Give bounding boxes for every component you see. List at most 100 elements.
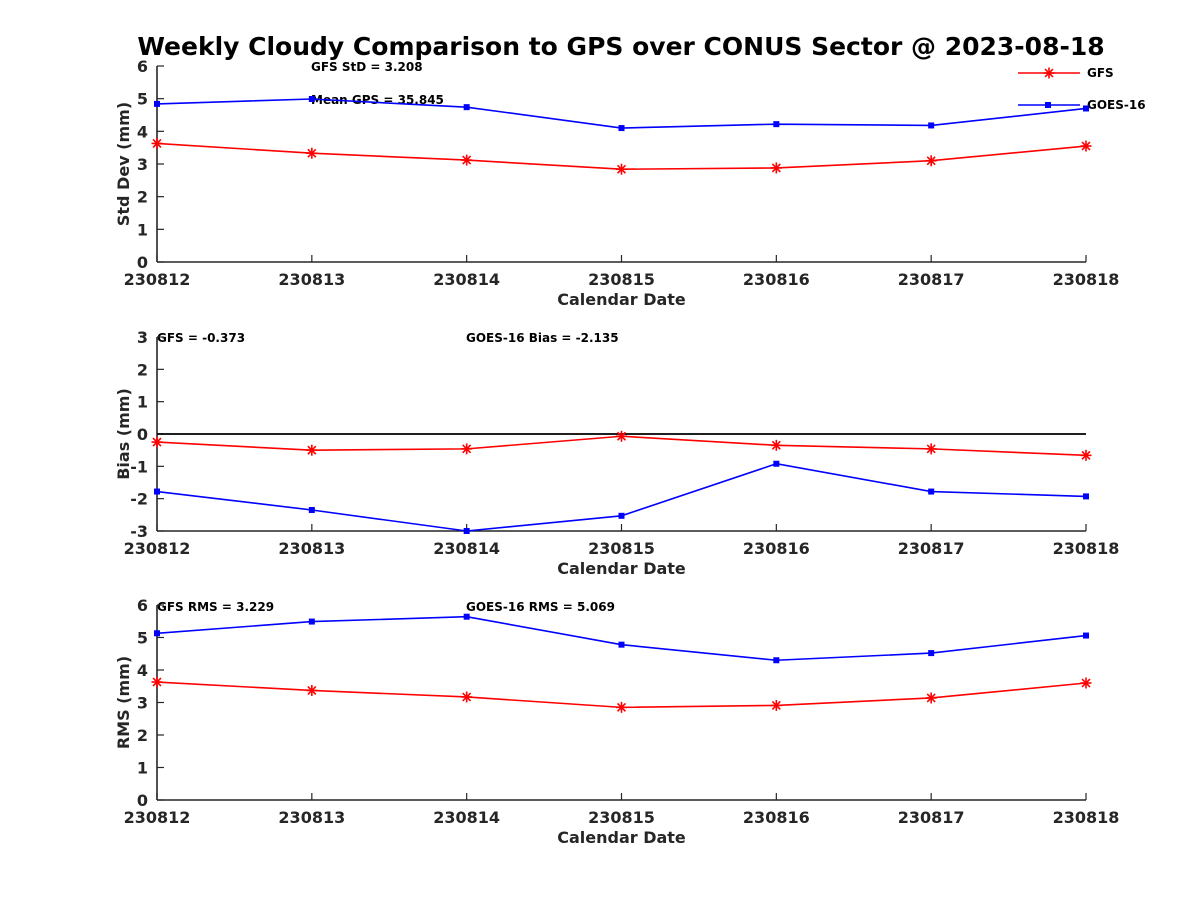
y-axis-label: Bias (mm) xyxy=(114,388,133,480)
series-line-goes16 xyxy=(156,615,1087,662)
series-goes16 xyxy=(154,95,1089,132)
data-point-goes16 xyxy=(618,512,625,519)
y-tick-label: 1 xyxy=(137,220,148,239)
y-tick-label: 2 xyxy=(137,188,148,207)
data-point-goes16 xyxy=(1083,632,1089,639)
y-tick-label: 2 xyxy=(137,360,148,379)
data-point-gfs xyxy=(616,701,627,713)
data-point-goes16 xyxy=(928,122,935,129)
series-gfs xyxy=(151,676,1092,713)
y-tick-label: 1 xyxy=(137,759,148,778)
data-point-gfs xyxy=(306,444,318,456)
data-point-goes16 xyxy=(308,95,315,102)
panel-2: -3 -2 -1 0 1 2 3 230812 230813 230814 230815 230816… xyxy=(114,328,1119,578)
data-point-gfs xyxy=(1080,449,1092,461)
x-axis-label: Calendar Date xyxy=(557,828,686,847)
data-point-gfs xyxy=(306,684,318,696)
x-tick-label: 230813 xyxy=(278,808,345,827)
x-tick-label: 230817 xyxy=(898,808,965,827)
series-line-goes16 xyxy=(156,98,1087,129)
series-line-goes16 xyxy=(156,462,1087,532)
data-point-goes16 xyxy=(154,488,160,495)
x-tick-label: 230816 xyxy=(743,539,810,558)
series-goes16 xyxy=(154,613,1089,664)
data-point-goes16 xyxy=(618,125,625,132)
panel-1: 0 1 2 3 4 5 6 230812 230813 230814 230815 230816 230… xyxy=(114,57,1119,309)
data-point-goes16 xyxy=(928,488,935,495)
y-tick-label: -1 xyxy=(130,457,148,476)
y-axis-label: Std Dev (mm) xyxy=(114,102,133,226)
y-tick-label: 5 xyxy=(137,629,148,648)
y-tick-label: -3 xyxy=(130,522,148,541)
y-tick-label: 2 xyxy=(137,726,148,745)
x-tick-label: 230812 xyxy=(124,808,191,827)
x-tick-label: 230818 xyxy=(1053,539,1120,558)
data-point-gfs xyxy=(461,691,473,703)
x-tick-label: 230817 xyxy=(898,270,965,289)
data-point-gfs xyxy=(925,155,937,167)
data-point-gfs xyxy=(925,692,937,704)
data-point-gfs xyxy=(770,699,782,711)
data-point-goes16 xyxy=(773,657,780,664)
data-point-gfs xyxy=(770,162,782,174)
data-point-goes16 xyxy=(773,460,780,467)
x-tick-label: 230818 xyxy=(1053,808,1120,827)
data-point-goes16 xyxy=(463,104,470,111)
x-tick-label: 230815 xyxy=(588,808,655,827)
x-tick-label: 230816 xyxy=(743,270,810,289)
data-point-goes16 xyxy=(154,630,160,637)
x-tick-label: 230815 xyxy=(588,270,655,289)
x-tick-label: 230817 xyxy=(898,539,965,558)
x-tick-label: 230814 xyxy=(433,539,500,558)
y-tick-label: 0 xyxy=(137,791,148,810)
y-tick-label: 6 xyxy=(137,596,148,615)
annotation-gfs-rms: GFS RMS = 3.229 xyxy=(157,600,274,614)
y-tick-label: 3 xyxy=(137,694,148,713)
data-point-goes16 xyxy=(618,641,625,648)
x-tick-label: 230814 xyxy=(433,808,500,827)
data-point-goes16 xyxy=(154,100,160,107)
x-tick-label: 230816 xyxy=(743,808,810,827)
series-gfs xyxy=(151,137,1092,175)
data-point-goes16 xyxy=(1083,105,1089,112)
y-tick-label: 5 xyxy=(137,90,148,109)
data-point-goes16 xyxy=(1083,493,1089,500)
y-tick-label: 1 xyxy=(137,393,148,412)
y-tick-label: 4 xyxy=(137,661,148,680)
data-point-gfs xyxy=(1080,140,1092,152)
y-tick-label: 3 xyxy=(137,155,148,174)
annotation-goes16-rms: GOES-16 RMS = 5.069 xyxy=(466,600,615,614)
data-point-gfs xyxy=(770,439,782,451)
legend: GFS GOES-16 xyxy=(1018,66,1146,112)
data-point-gfs xyxy=(1080,677,1092,689)
chart-title: Weekly Cloudy Comparison to GPS over CON… xyxy=(137,32,1104,61)
y-tick-label: 0 xyxy=(137,425,148,444)
data-point-gfs xyxy=(151,436,163,448)
series-gfs xyxy=(151,430,1092,461)
annotation-goes16-bias: GOES-16 Bias = -2.135 xyxy=(466,331,619,345)
legend-gfs-marker xyxy=(1043,67,1055,79)
annotation-gfs-bias: GFS = -0.373 xyxy=(157,331,245,345)
x-axis-label: Calendar Date xyxy=(557,559,686,578)
x-tick-label: 230818 xyxy=(1053,270,1120,289)
legend-goes16-label: GOES-16 xyxy=(1087,98,1146,112)
y-tick-label: -2 xyxy=(130,490,148,509)
panel-3: 0 1 2 3 4 5 6 230812 230813 230814 230815 230816 230… xyxy=(114,596,1119,847)
data-point-gfs xyxy=(616,163,627,175)
x-axis-label: Calendar Date xyxy=(557,290,686,309)
data-point-gfs xyxy=(151,137,163,149)
x-tick-label: 230815 xyxy=(588,539,655,558)
data-point-gfs xyxy=(151,676,163,688)
data-point-gfs xyxy=(925,443,937,455)
x-tick-label: 230814 xyxy=(433,270,500,289)
x-tick-label: 230813 xyxy=(278,270,345,289)
data-point-goes16 xyxy=(773,121,780,128)
data-point-gfs xyxy=(616,430,627,442)
annotation-gfs-std: GFS StD = 3.208 xyxy=(311,60,423,74)
data-point-goes16 xyxy=(308,506,315,513)
y-tick-label: 3 xyxy=(137,328,148,347)
data-point-gfs xyxy=(461,443,473,455)
data-point-goes16 xyxy=(463,528,470,534)
